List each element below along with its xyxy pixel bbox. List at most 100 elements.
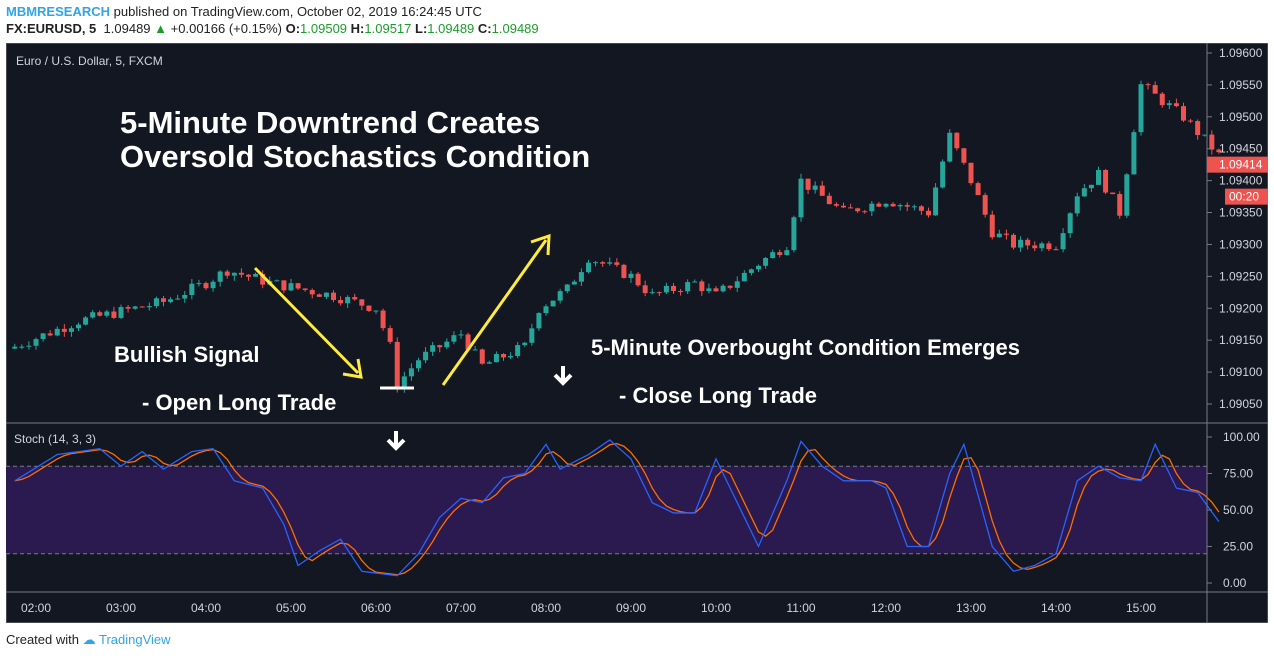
candle-body — [132, 306, 138, 309]
price-tick-label: 1.09200 — [1219, 301, 1263, 315]
candle-body — [841, 205, 846, 208]
candle-body — [401, 376, 407, 390]
candle-body — [111, 311, 117, 318]
candle-body — [203, 283, 209, 289]
candle-body — [1145, 84, 1151, 86]
up-arrow-head — [530, 233, 551, 256]
close-down-arrow-icon — [553, 366, 573, 386]
countdown-label: 00:20 — [1229, 190, 1259, 204]
candle-body — [756, 265, 761, 270]
candle-body — [493, 354, 499, 363]
candle-body — [911, 206, 917, 208]
candle-body — [685, 282, 691, 292]
candle-body — [1003, 233, 1009, 235]
candle-body — [819, 185, 825, 196]
candle-body — [727, 285, 733, 288]
candle-body — [295, 283, 301, 289]
candle-body — [975, 183, 981, 196]
candle-body — [1195, 121, 1201, 136]
candle-body — [1011, 234, 1016, 248]
price-tick-label: 1.09600 — [1219, 46, 1263, 60]
candle-body — [175, 298, 181, 300]
footer: Created with ☁ TradingView — [6, 632, 171, 648]
candle-body — [40, 333, 46, 340]
candle-body — [1025, 239, 1031, 246]
change: +0.00166 (+0.15%) — [170, 21, 282, 36]
author-link[interactable]: MBMRESEARCH — [6, 4, 110, 19]
candle-body — [472, 349, 478, 351]
candle-body — [607, 262, 613, 264]
candle-body — [118, 307, 124, 318]
price-badge-label: 1.09414 — [1219, 158, 1263, 172]
down-arrow-line — [253, 266, 360, 375]
candle-body — [869, 203, 875, 212]
candle-body — [848, 207, 854, 209]
price-badge — [1207, 156, 1268, 173]
candle-body — [678, 291, 684, 293]
candle-body — [763, 258, 769, 266]
candle-body — [706, 288, 712, 292]
candle-body — [90, 312, 96, 318]
candle-body — [826, 195, 832, 205]
open-value: 1.09509 — [300, 21, 348, 36]
candle-body — [692, 281, 698, 283]
candle-body — [720, 285, 726, 292]
candle-body — [168, 299, 174, 302]
stoch-lines — [14, 439, 1220, 577]
candle-body — [26, 345, 32, 347]
candle-body — [656, 292, 662, 294]
candle-body — [189, 283, 195, 295]
candle-body — [1159, 93, 1165, 106]
candle-body — [465, 334, 471, 350]
candles — [12, 80, 1222, 393]
candle-body — [770, 252, 776, 259]
candle-body — [933, 187, 939, 216]
candle-body — [1096, 170, 1101, 185]
open-down-arrow-icon — [386, 431, 406, 451]
time-tick-label: 14:00 — [1041, 601, 1071, 615]
candle-body — [635, 273, 641, 286]
candle-body — [387, 328, 393, 342]
candle-body — [146, 306, 152, 308]
pane-title: Euro / U.S. Dollar, 5, FXCM — [16, 54, 163, 68]
candle-body — [564, 284, 570, 292]
price-tick-label: 1.09100 — [1219, 365, 1263, 379]
stoch-band — [6, 422, 1268, 555]
candle-body — [529, 328, 535, 343]
candle-body — [876, 203, 882, 207]
candle-body — [437, 345, 443, 348]
candle-body — [748, 269, 754, 273]
candle-body — [1046, 243, 1052, 250]
up-triangle-icon: ▲ — [154, 21, 168, 36]
candle-body — [238, 272, 244, 275]
chart-area[interactable]: 1.09600 1.09550 1.09500 1.09450 1.09400 1.093… — [6, 43, 1268, 623]
candle-body — [862, 211, 868, 213]
candle-body — [1088, 184, 1094, 189]
candle-body — [508, 356, 514, 358]
time-tick-label: 03:00 — [106, 601, 136, 615]
candle-body — [47, 333, 53, 336]
candle-body — [954, 132, 960, 149]
candle-body — [97, 312, 103, 316]
candle-body — [897, 205, 903, 207]
candle-body — [833, 204, 839, 206]
candle-body — [1131, 132, 1137, 175]
candle-body — [196, 283, 202, 285]
candle-body — [416, 360, 421, 369]
stoch-tick-label: 50.00 — [1223, 503, 1253, 517]
candle-body — [784, 250, 790, 255]
published-text: published on TradingView.com, October 02… — [113, 4, 482, 19]
candle-body — [515, 345, 521, 357]
candle-body — [734, 281, 740, 288]
time-tick-label: 06:00 — [361, 601, 391, 615]
candle-body — [600, 262, 606, 264]
candle-body — [663, 285, 669, 293]
created-with: Created with — [6, 632, 79, 647]
candle-body — [550, 300, 556, 307]
candle-body — [961, 148, 967, 163]
candle-body — [182, 294, 188, 299]
symbol-info: FX:EURUSD, 5 1.09489 ▲ +0.00166 (+0.15%)… — [6, 21, 539, 36]
time-tick-label: 11:00 — [786, 601, 815, 615]
tradingview-link[interactable]: TradingView — [99, 632, 171, 647]
overbought-label: 5-Minute Overbought Condition Emerges — [591, 335, 1021, 360]
